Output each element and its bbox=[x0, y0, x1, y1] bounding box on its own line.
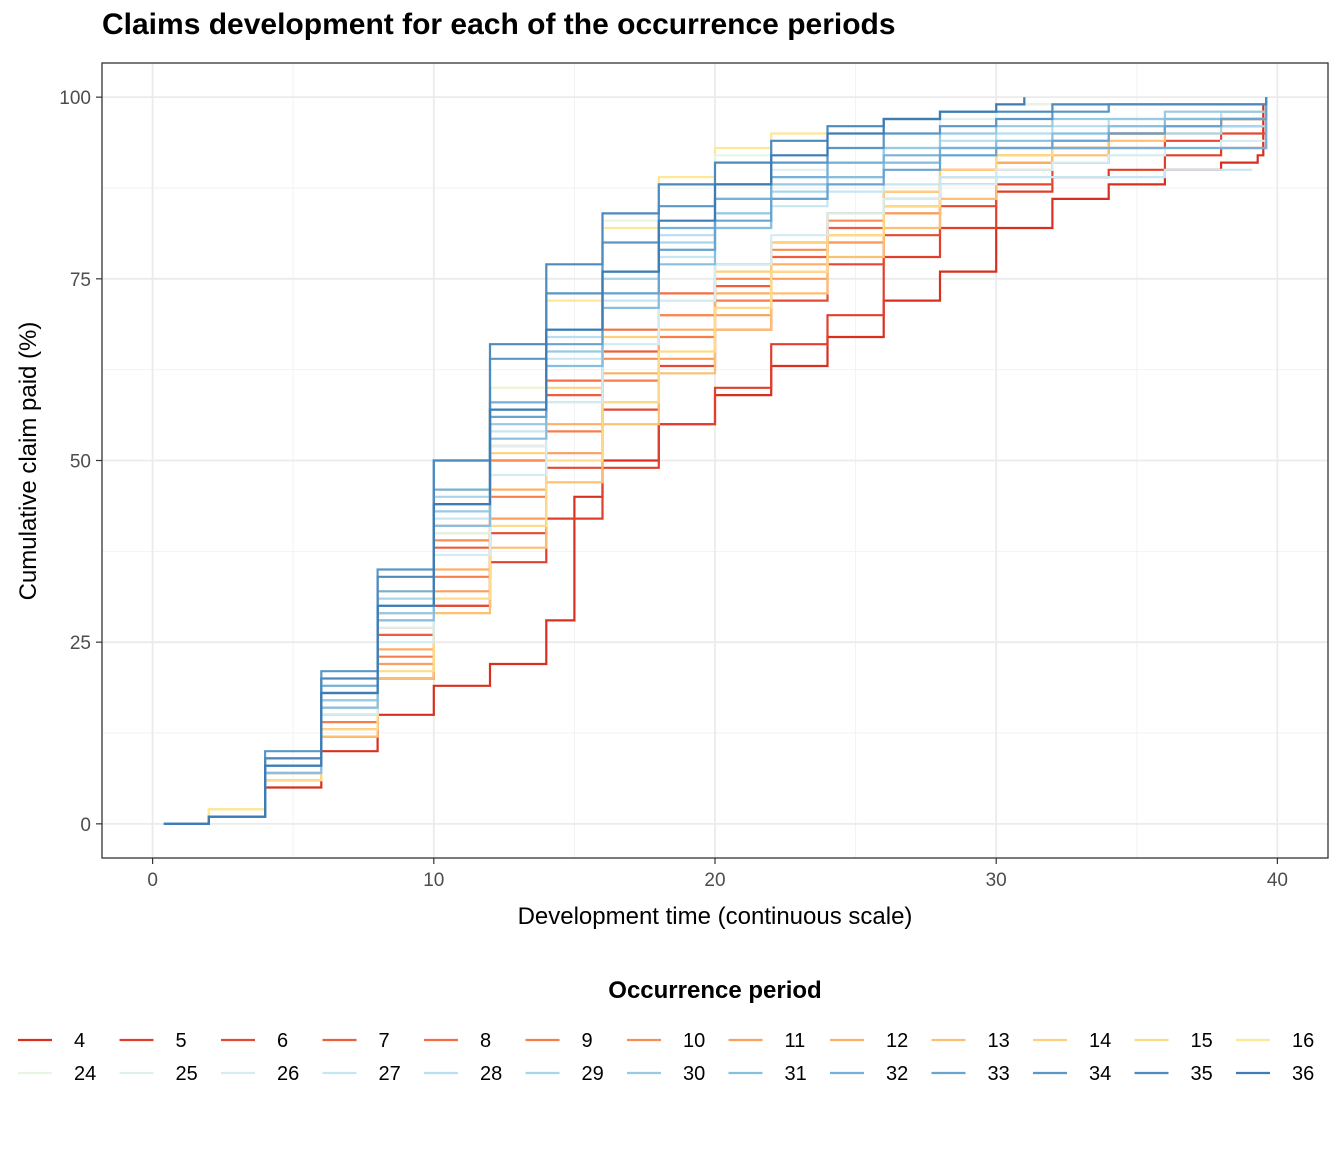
y-tick-label: 0 bbox=[80, 815, 91, 836]
x-axis-title: Development time (continuous scale) bbox=[518, 903, 913, 930]
legend-label-10: 10 bbox=[683, 1030, 705, 1052]
series-line-13 bbox=[163, 97, 1268, 825]
legend-label-8: 8 bbox=[480, 1030, 491, 1052]
legend-label-33: 33 bbox=[988, 1063, 1010, 1085]
legend-label-31: 31 bbox=[785, 1063, 807, 1085]
legend-label-35: 35 bbox=[1191, 1063, 1213, 1085]
legend-label-26: 26 bbox=[277, 1063, 299, 1085]
y-tick-label: 75 bbox=[70, 270, 91, 291]
x-tick-label: 0 bbox=[147, 870, 158, 891]
series-line-26 bbox=[163, 97, 1268, 825]
y-tick-label: 25 bbox=[70, 633, 91, 654]
legend-label-4: 4 bbox=[74, 1030, 85, 1052]
series-line-35 bbox=[163, 97, 1268, 825]
legend: 4 5 6 7 8 9 10 11 12 13 14 15 16 24 25 26 27 28 29 30 31 32 33… bbox=[18, 1030, 1314, 1085]
series-line-36 bbox=[163, 97, 1026, 825]
y-axis-title: Cumulative claim paid (%) bbox=[15, 322, 42, 601]
legend-label-9: 9 bbox=[582, 1030, 593, 1052]
y-tick-label: 50 bbox=[70, 452, 91, 473]
legend-label-29: 29 bbox=[582, 1063, 604, 1085]
legend-label-27: 27 bbox=[379, 1063, 401, 1085]
legend-label-12: 12 bbox=[886, 1030, 908, 1052]
axes: 0 10 20 30 40 0 25 50 75 100 bbox=[59, 88, 1288, 891]
series-layer bbox=[163, 97, 1268, 825]
legend-label-5: 5 bbox=[176, 1030, 187, 1052]
legend-label-28: 28 bbox=[480, 1063, 502, 1085]
chart-title: Claims development for each of the occur… bbox=[102, 8, 896, 41]
legend-label-13: 13 bbox=[988, 1030, 1010, 1052]
legend-label-24: 24 bbox=[74, 1063, 96, 1085]
y-tick-label: 100 bbox=[59, 88, 91, 109]
legend-label-32: 32 bbox=[886, 1063, 908, 1085]
legend-label-30: 30 bbox=[683, 1063, 705, 1085]
x-tick-label: 40 bbox=[1267, 870, 1288, 891]
legend-label-16: 16 bbox=[1292, 1030, 1314, 1052]
legend-label-7: 7 bbox=[379, 1030, 390, 1052]
legend-label-25: 25 bbox=[176, 1063, 198, 1085]
legend-label-34: 34 bbox=[1089, 1063, 1111, 1085]
x-tick-label: 20 bbox=[704, 870, 725, 891]
legend-label-15: 15 bbox=[1191, 1030, 1213, 1052]
legend-label-11: 11 bbox=[785, 1030, 806, 1052]
x-tick-label: 30 bbox=[986, 870, 1007, 891]
x-tick-label: 10 bbox=[423, 870, 444, 891]
legend-label-6: 6 bbox=[277, 1030, 288, 1052]
legend-title: Occurrence period bbox=[608, 977, 821, 1004]
legend-label-14: 14 bbox=[1089, 1030, 1111, 1052]
legend-label-36: 36 bbox=[1292, 1063, 1314, 1085]
